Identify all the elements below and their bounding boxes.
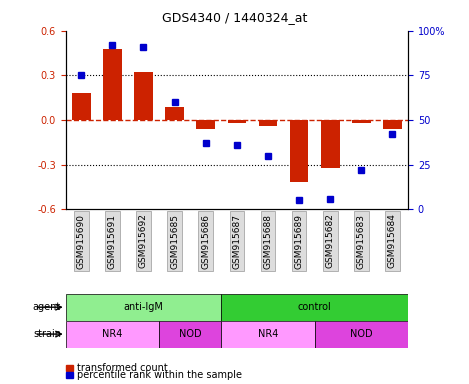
Text: GSM915691: GSM915691 bbox=[108, 214, 117, 268]
Text: GSM915688: GSM915688 bbox=[264, 214, 272, 268]
Text: agent: agent bbox=[33, 302, 61, 312]
Bar bbox=[352, 120, 371, 123]
Text: strain: strain bbox=[33, 329, 61, 339]
Text: GSM915683: GSM915683 bbox=[357, 214, 366, 268]
Bar bbox=[159, 321, 221, 348]
Text: NOD: NOD bbox=[350, 329, 373, 339]
Bar bbox=[290, 120, 309, 182]
Text: GSM915684: GSM915684 bbox=[388, 214, 397, 268]
Bar bbox=[66, 294, 221, 321]
Text: NOD: NOD bbox=[179, 329, 202, 339]
Text: percentile rank within the sample: percentile rank within the sample bbox=[77, 370, 242, 381]
Text: anti-IgM: anti-IgM bbox=[123, 302, 163, 312]
Text: GSM915689: GSM915689 bbox=[295, 214, 303, 268]
Text: control: control bbox=[298, 302, 332, 312]
Text: GSM915690: GSM915690 bbox=[77, 214, 86, 268]
Bar bbox=[197, 120, 215, 129]
Bar bbox=[134, 72, 153, 120]
Bar bbox=[221, 294, 408, 321]
Text: NR4: NR4 bbox=[102, 329, 122, 339]
Bar bbox=[227, 120, 246, 123]
Text: GSM915692: GSM915692 bbox=[139, 214, 148, 268]
Bar bbox=[103, 48, 121, 120]
Bar bbox=[315, 321, 408, 348]
Bar bbox=[383, 120, 402, 129]
Text: transformed count: transformed count bbox=[77, 362, 168, 373]
Bar bbox=[66, 321, 159, 348]
Text: GSM915685: GSM915685 bbox=[170, 214, 179, 268]
Text: GDS4340 / 1440324_at: GDS4340 / 1440324_at bbox=[162, 12, 307, 25]
Text: GSM915686: GSM915686 bbox=[201, 214, 210, 268]
Bar bbox=[72, 93, 91, 120]
Bar bbox=[165, 107, 184, 120]
Bar bbox=[321, 120, 340, 168]
Bar bbox=[221, 321, 315, 348]
Bar bbox=[258, 120, 277, 126]
Text: NR4: NR4 bbox=[258, 329, 278, 339]
Text: GSM915687: GSM915687 bbox=[232, 214, 242, 268]
Text: GSM915682: GSM915682 bbox=[325, 214, 335, 268]
